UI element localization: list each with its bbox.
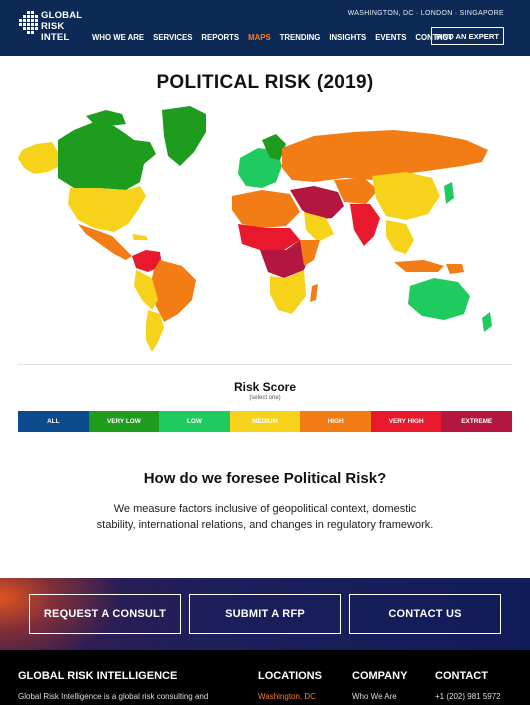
- legend-high[interactable]: HIGH: [300, 411, 371, 432]
- region-horn-of-africa[interactable]: [300, 240, 320, 266]
- region-caribbean[interactable]: [132, 234, 148, 240]
- legend-medium[interactable]: MEDIUM: [229, 411, 301, 432]
- legend-extreme[interactable]: EXTREME: [441, 411, 513, 432]
- request-a-consult-button[interactable]: REQUEST A CONSULT: [29, 594, 181, 634]
- logo-line: RISK: [41, 21, 65, 32]
- globe-icon: [19, 11, 38, 34]
- nav-who-we-are[interactable]: WHO WE ARE: [92, 33, 145, 42]
- foresee-description: We measure factors inclusive of geopolit…: [96, 503, 434, 531]
- region-central-africa[interactable]: [260, 240, 312, 278]
- legend-title: Risk Score: [233, 380, 297, 394]
- region-sahel[interactable]: [238, 224, 300, 250]
- region-new-zealand[interactable]: [482, 312, 492, 332]
- map-title: POLITICAL RISK (2019): [156, 72, 374, 93]
- risk-score-legend: ALL VERY LOW LOW MEDIUM HIGH VERY HIGH E…: [18, 411, 513, 432]
- footer-brand-heading: GLOBAL RISK INTELLIGENCE: [18, 670, 178, 682]
- main-nav: WHO WE ARE SERVICES REPORTS MAPS TRENDIN…: [92, 33, 462, 42]
- region-japan[interactable]: [444, 182, 454, 204]
- region-china[interactable]: [372, 172, 440, 220]
- legend-all[interactable]: ALL: [18, 411, 89, 432]
- contact-us-button[interactable]: CONTACT US: [349, 594, 501, 634]
- footer-company-heading: COMPANY: [352, 670, 408, 682]
- world-map-icon: [18, 106, 492, 352]
- section-divider: [18, 364, 512, 365]
- footer-locations-heading: LOCATIONS: [258, 670, 322, 682]
- logo-text: GLOBAL RISK INTEL: [41, 10, 82, 43]
- legend-subtitle: (select one): [249, 395, 281, 401]
- site-header: GLOBAL RISK INTEL WASHINGTON, DC · LONDO…: [0, 0, 530, 56]
- region-canada[interactable]: [58, 122, 156, 190]
- region-southeast-asia[interactable]: [386, 220, 414, 254]
- logo-line: GLOBAL: [41, 10, 83, 21]
- region-usa[interactable]: [68, 186, 146, 232]
- footer-company-link[interactable]: Who We Are: [352, 692, 397, 701]
- logo-line: INTEL: [41, 32, 70, 43]
- footer-contact-heading: CONTACT: [435, 670, 488, 682]
- region-arabia[interactable]: [304, 212, 334, 242]
- region-papua[interactable]: [446, 264, 464, 274]
- region-southern-africa[interactable]: [270, 270, 306, 314]
- foresee-heading: How do we foresee Political Risk?: [143, 470, 387, 487]
- region-indonesia[interactable]: [394, 260, 444, 272]
- region-madagascar[interactable]: [310, 284, 318, 302]
- office-cities: WASHINGTON, DC · LONDON · SINGAPORE: [347, 10, 504, 17]
- legend-very-high[interactable]: VERY HIGH: [370, 411, 442, 432]
- logo[interactable]: GLOBAL RISK INTEL: [18, 10, 88, 46]
- legend-very-low[interactable]: VERY LOW: [88, 411, 160, 432]
- nav-events[interactable]: EVENTS: [375, 33, 407, 42]
- nav-trending[interactable]: TRENDING: [279, 33, 321, 42]
- call-to-action-band: REQUEST A CONSULT SUBMIT A RFP CONTACT U…: [0, 578, 530, 650]
- submit-a-rfp-button[interactable]: SUBMIT A RFP: [189, 594, 341, 634]
- nav-contact[interactable]: CONTACT: [415, 33, 453, 42]
- region-peru-bolivia[interactable]: [134, 270, 158, 310]
- region-arctic-islands[interactable]: [86, 110, 126, 126]
- footer-location-link[interactable]: Washington, DC: [258, 692, 316, 701]
- find-an-expert-button[interactable]: FIND AN EXPERT: [431, 27, 504, 45]
- region-greenland[interactable]: [162, 106, 206, 166]
- region-mexico[interactable]: [78, 224, 132, 260]
- region-colombia-venezuela[interactable]: [132, 250, 162, 272]
- nav-services[interactable]: SERVICES: [153, 33, 193, 42]
- nav-insights[interactable]: INSIGHTS: [329, 33, 367, 42]
- region-central-asia[interactable]: [334, 178, 378, 204]
- region-middle-east[interactable]: [290, 186, 344, 220]
- site-footer: GLOBAL RISK INTELLIGENCE Global Risk Int…: [0, 650, 530, 705]
- region-south-asia[interactable]: [350, 204, 380, 246]
- world-map: [14, 100, 516, 356]
- region-scandinavia[interactable]: [262, 134, 286, 160]
- region-north-africa[interactable]: [232, 190, 300, 228]
- region-brazil[interactable]: [150, 260, 196, 322]
- region-southern-cone[interactable]: [146, 310, 164, 352]
- region-alaska[interactable]: [18, 142, 60, 174]
- footer-phone[interactable]: +1 (202) 981 5972: [435, 692, 501, 701]
- footer-brand-text: Global Risk Intelligence is a global ris…: [18, 692, 209, 701]
- region-russia[interactable]: [282, 130, 488, 182]
- region-australia[interactable]: [408, 278, 470, 320]
- nav-reports[interactable]: REPORTS: [201, 33, 240, 42]
- nav-maps[interactable]: MAPS: [248, 33, 271, 42]
- legend-low[interactable]: LOW: [159, 411, 230, 432]
